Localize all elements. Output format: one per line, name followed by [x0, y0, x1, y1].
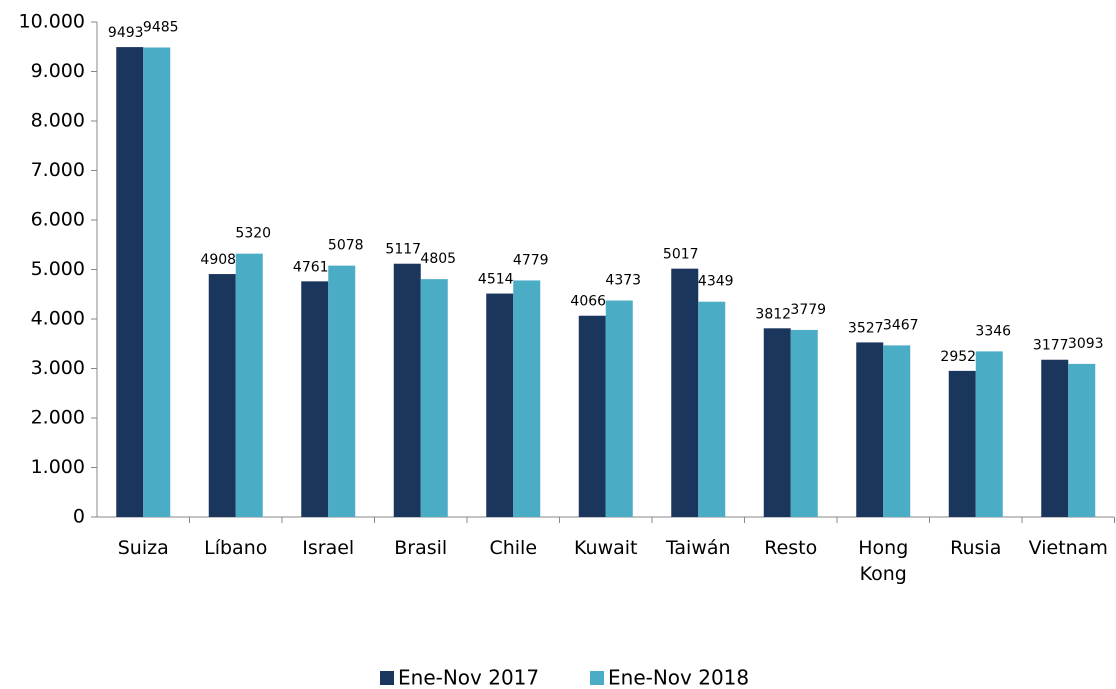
- bar: [208, 274, 236, 517]
- y-tick-label: 10.000: [19, 11, 85, 33]
- data-label: 9485: [143, 19, 179, 35]
- data-label: 3779: [790, 302, 826, 318]
- x-tick-label: Rusia: [950, 537, 1002, 559]
- bar: [1068, 363, 1096, 517]
- x-tick-label: Israel: [302, 537, 355, 559]
- x-tick-label: Resto: [764, 537, 818, 559]
- x-tick-label: Brasil: [394, 537, 448, 559]
- legend-label: Ene-Nov 2018: [608, 666, 749, 689]
- data-label: 4779: [513, 252, 549, 268]
- bar: [328, 265, 356, 517]
- y-tick-label: 6.000: [31, 209, 85, 231]
- bar: [393, 263, 421, 517]
- legend-label: Ene-Nov 2017: [398, 666, 539, 689]
- bar: [698, 301, 726, 517]
- data-label: 4908: [200, 252, 236, 268]
- bar: [763, 328, 791, 517]
- bar: [513, 280, 541, 517]
- bar: [605, 300, 633, 517]
- x-tick-label: Líbano: [204, 537, 268, 559]
- bar: [671, 268, 699, 517]
- data-label: 2952: [940, 349, 976, 365]
- bar: [883, 345, 911, 517]
- y-tick-label: 3.000: [31, 357, 85, 379]
- y-tick-label: 1.000: [31, 456, 85, 478]
- bar: [301, 281, 329, 517]
- x-tick-label: Kuwait: [574, 537, 638, 559]
- data-label: 3346: [975, 323, 1011, 339]
- y-tick-label: 0: [73, 506, 85, 528]
- x-tick-label: Suiza: [117, 537, 169, 559]
- bar: [1041, 359, 1069, 517]
- legend-swatch: [590, 671, 604, 685]
- y-tick-label: 5.000: [31, 258, 85, 280]
- bar: [856, 342, 884, 517]
- data-label: 4349: [698, 274, 734, 290]
- bar: [975, 351, 1003, 517]
- data-label: 5017: [663, 247, 699, 263]
- bar: [235, 253, 263, 517]
- data-label: 4761: [293, 259, 329, 275]
- data-label: 5117: [385, 242, 421, 258]
- x-tick-label: Chile: [489, 537, 538, 559]
- data-label: 5078: [328, 238, 364, 254]
- data-label: 4373: [605, 273, 641, 289]
- y-tick-label: 8.000: [31, 110, 85, 132]
- x-tick-label: Hong Kong: [858, 537, 909, 585]
- legend-swatch: [380, 671, 394, 685]
- y-tick-label: 7.000: [31, 159, 85, 181]
- data-label: 4514: [478, 272, 514, 288]
- x-tick-label: Taiwán: [665, 537, 731, 559]
- x-tick-label: Vietnam: [1028, 537, 1108, 559]
- data-label: 4805: [420, 251, 456, 267]
- data-label: 3177: [1033, 338, 1069, 354]
- data-label: 9493: [108, 25, 144, 41]
- data-label: 3527: [848, 320, 884, 336]
- data-label: 3093: [1068, 336, 1104, 352]
- bar: [486, 293, 514, 517]
- bar: [948, 370, 976, 517]
- bar: [790, 329, 818, 517]
- bar: [143, 47, 171, 518]
- data-label: 5320: [235, 226, 271, 242]
- y-tick-label: 9.000: [31, 60, 85, 82]
- y-tick-label: 4.000: [31, 308, 85, 330]
- bar: [420, 279, 448, 517]
- data-label: 3812: [755, 306, 791, 322]
- bar: [116, 47, 144, 518]
- bar: [578, 315, 606, 517]
- y-tick-label: 2.000: [31, 407, 85, 429]
- data-label: 4066: [570, 294, 606, 310]
- data-label: 3467: [883, 317, 919, 333]
